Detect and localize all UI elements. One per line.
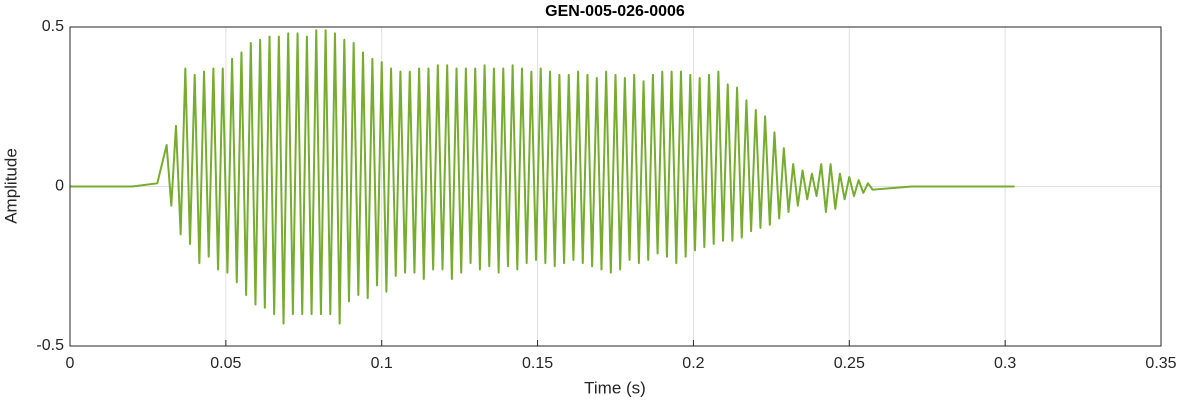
x-tick-label: 0.1 xyxy=(371,355,393,372)
chart-title: GEN-005-026-0006 xyxy=(545,3,685,20)
y-tick-label: 0.5 xyxy=(42,18,64,35)
x-tick-label: 0.15 xyxy=(522,355,553,372)
x-tick-label: 0.2 xyxy=(682,355,704,372)
x-tick-label: 0.35 xyxy=(1145,355,1176,372)
y-axis-label: Amplitude xyxy=(1,148,20,224)
waveform-line xyxy=(70,29,1015,325)
y-tick-label: -0.5 xyxy=(36,337,64,354)
x-tick-label: 0.25 xyxy=(834,355,865,372)
y-tick-label: 0 xyxy=(55,178,64,195)
x-tick-label: 0.3 xyxy=(994,355,1016,372)
x-tick-label: 0.05 xyxy=(210,355,241,372)
plot-frame xyxy=(69,26,1162,347)
x-axis-label: Time (s) xyxy=(584,378,646,397)
x-tick-label: 0 xyxy=(66,355,75,372)
